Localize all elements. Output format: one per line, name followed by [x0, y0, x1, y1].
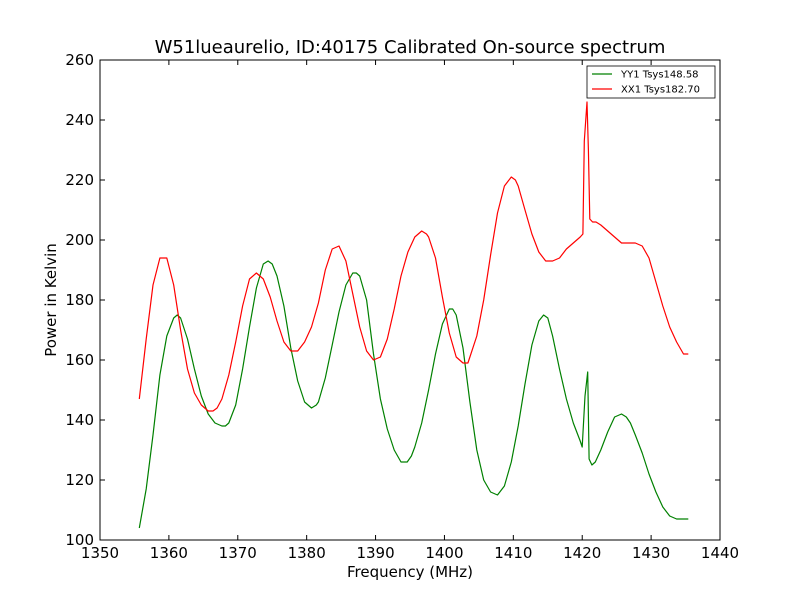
y-tick-label: 140	[65, 411, 94, 429]
legend-label-xx1: XX1 Tsys182.70	[621, 85, 700, 96]
x-axis-label: Frequency (MHz)	[347, 563, 473, 581]
y-tick-label: 160	[65, 351, 94, 369]
x-tick-label: 1350	[81, 544, 119, 562]
y-tick-label: 180	[65, 291, 94, 309]
series-line-yy1	[138, 260, 689, 529]
legend-box	[586, 65, 716, 99]
x-tick-label: 1390	[356, 544, 394, 562]
x-tick-label: 1430	[632, 544, 670, 562]
x-tick-label: 1400	[425, 544, 463, 562]
y-tick-label: 220	[65, 171, 94, 189]
y-tick-label: 200	[65, 231, 94, 249]
y-tick-label: 260	[65, 51, 94, 69]
y-axis-label: Power in Kelvin	[42, 243, 60, 357]
series-line-xx1	[138, 101, 689, 412]
x-tick-label: 1410	[494, 544, 532, 562]
y-tick-label: 240	[65, 111, 94, 129]
series-lines	[138, 101, 689, 529]
legend-label-yy1: YY1 Tsys148.58	[620, 70, 699, 81]
plot-frame	[99, 59, 721, 541]
y-tick-label: 120	[65, 471, 94, 489]
x-tick-label: 1380	[288, 544, 326, 562]
x-tick-label: 1370	[219, 544, 257, 562]
chart-title: W51lueaurelio, ID:40175 Calibrated On-so…	[155, 37, 666, 58]
x-tick-label: 1360	[150, 544, 188, 562]
legend: YY1 Tsys148.58 XX1 Tsys182.70	[586, 65, 716, 99]
x-tick-label: 1420	[563, 544, 601, 562]
x-tick-label: 1440	[701, 544, 739, 562]
y-tick-label: 100	[65, 531, 94, 549]
axis-ticks: 1350 1360 1370 1380 1390 1400 1410 1420 1430 1440…	[65, 51, 739, 562]
